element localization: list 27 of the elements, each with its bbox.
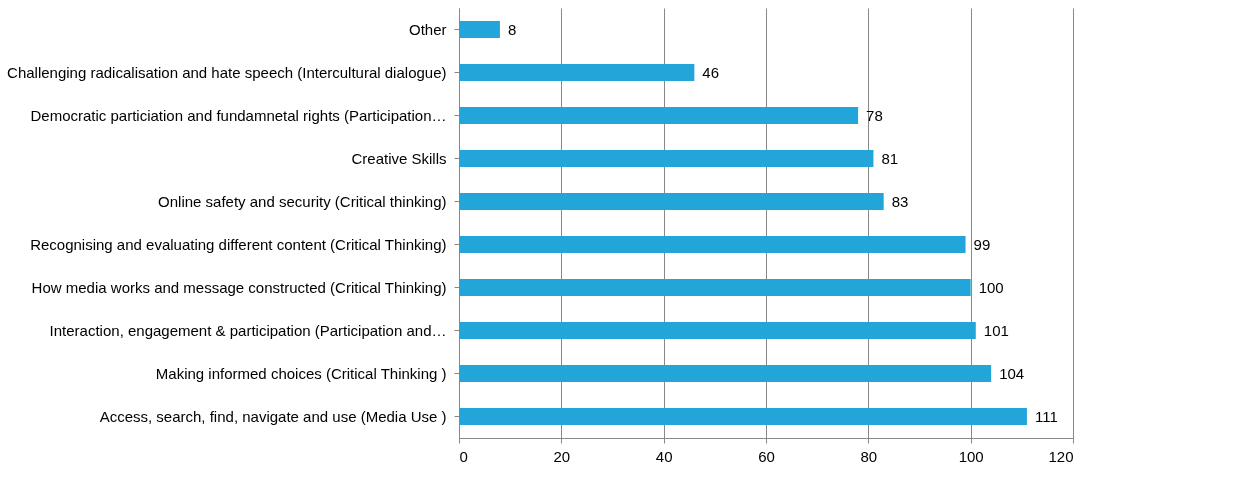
y-tick-label: Online safety and security (Critical thinking) [158,192,447,210]
y-tick-label: Interaction, engagement & participation (Participation and… [49,321,447,339]
data-label: 46 [702,63,720,81]
data-label: 100 [978,278,1004,296]
y-tick-label: Recognising and evaluating different content (Critical Thinking) [30,235,447,253]
x-tick-label: 100 [958,447,984,465]
y-tick-label: Other [408,20,447,38]
y-tick-label: Creative Skills [351,149,447,167]
y-tick-label: Challenging radicalisation and hate speech (Intercultural dialogue) [7,63,447,81]
x-tick-label: 40 [655,447,673,465]
data-label: 99 [973,235,991,253]
y-tick-label: How media works and message constructed (Critical Thinking) [31,278,447,296]
x-tick-label: 120 [1048,447,1074,465]
x-tick-label: 20 [553,447,571,465]
y-tick-label: Making informed choices (Critical Thinking ) [155,364,447,382]
y-tick-label: Democratic particiation and fundamnetal rights (Participation… [30,106,447,124]
data-label: 78 [866,106,883,124]
data-label: 111 [1034,407,1058,425]
data-label: 83 [891,192,909,210]
data-label: 81 [881,149,899,167]
data-label: 104 [999,364,1025,382]
x-tick-label: 0 [459,447,468,465]
data-label: 101 [983,321,1009,339]
y-tick-label: Access, search, find, navigate and use (Media Use ) [99,407,447,425]
x-tick-label: 80 [860,447,878,465]
data-label: 8 [507,20,517,38]
x-tick-label: 60 [758,447,775,465]
